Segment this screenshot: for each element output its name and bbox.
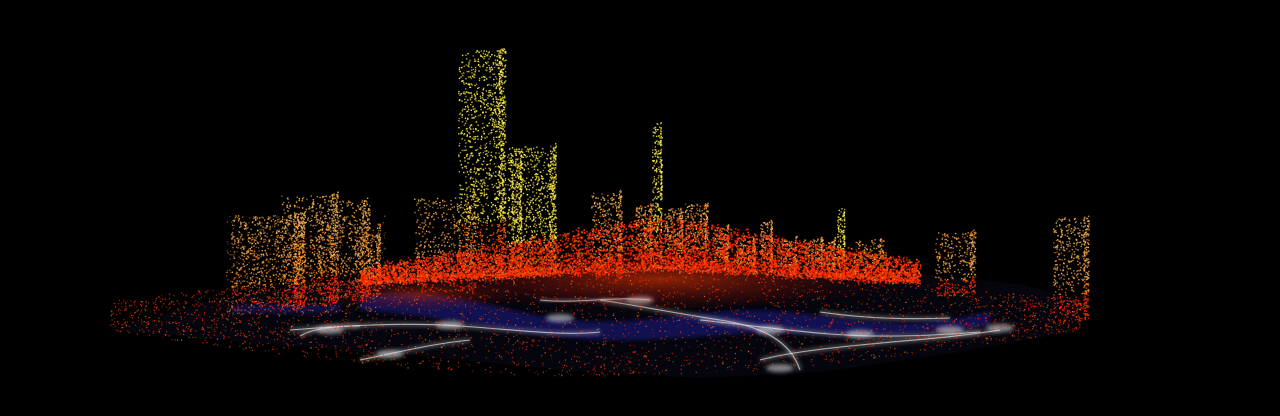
road-hotspot (766, 364, 794, 372)
road-hotspot (546, 314, 574, 322)
road-hotspot (316, 326, 344, 334)
road-line (759, 329, 1001, 361)
road-hotspot (756, 326, 784, 334)
water-body-west (230, 304, 340, 314)
point-cloud-layer (110, 48, 1090, 377)
road-line (359, 339, 471, 361)
road-network-layer (289, 296, 1014, 372)
road-hotspot (436, 321, 464, 329)
road-hotspot (376, 350, 404, 358)
road-line (699, 319, 981, 337)
road-hotspot (936, 326, 964, 334)
